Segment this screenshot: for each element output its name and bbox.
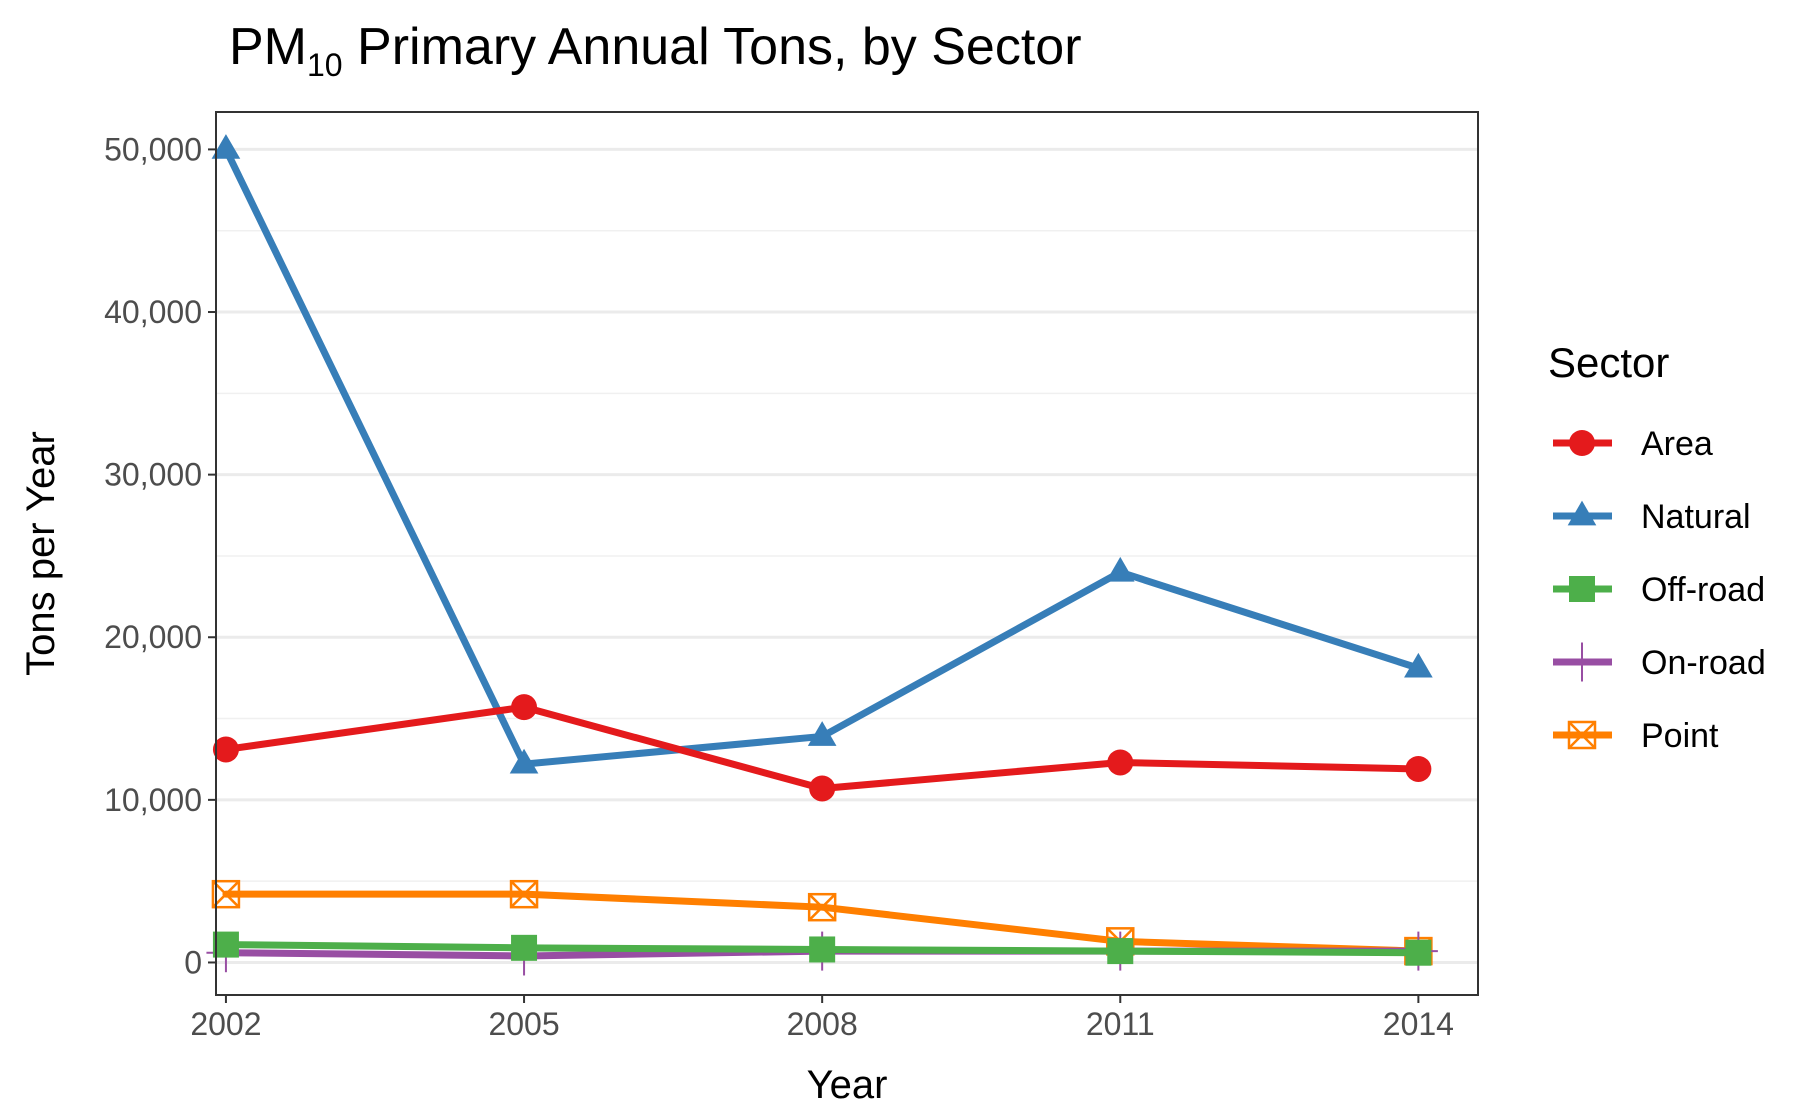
- data-point: [809, 936, 836, 963]
- x-tick-label: 2008: [787, 1006, 858, 1042]
- data-point: [1569, 430, 1595, 456]
- y-tick-label: 40,000: [104, 294, 202, 330]
- data-point: [1405, 755, 1432, 782]
- data-point: [1562, 642, 1602, 682]
- data-point: [211, 879, 241, 909]
- legend-label: Natural: [1641, 498, 1751, 536]
- grid: [216, 147, 1478, 964]
- legend-item-area: Area: [1553, 425, 1713, 463]
- data-point: [509, 879, 539, 909]
- legend-label: Off-road: [1641, 571, 1765, 609]
- chart-title: PM10 Primary Annual Tons, by Sector: [229, 18, 1082, 83]
- x-axis-title: Year: [807, 1063, 888, 1107]
- legend-title: Sector: [1548, 339, 1669, 386]
- box-cross: [1568, 721, 1596, 749]
- data-point: [1569, 576, 1595, 602]
- data-point: [1107, 938, 1134, 965]
- legend: Sector Area Natural Off-road On-road Point: [1548, 339, 1766, 755]
- legend-item-natural: Natural: [1553, 498, 1751, 536]
- x-axis: 2002 2005 2008 2011 2014: [190, 995, 1454, 1042]
- y-tick-label: 30,000: [104, 457, 202, 493]
- panel-border: [215, 111, 1479, 996]
- series-area: [212, 694, 1432, 802]
- data-point: [807, 721, 837, 746]
- box-outline: [211, 879, 241, 909]
- y-axis-title: Tons per Year: [19, 431, 63, 676]
- data-point: [1404, 652, 1433, 678]
- y-tick-label: 20,000: [104, 619, 202, 655]
- series-off-road: [212, 931, 1432, 966]
- x-tick-label: 2002: [190, 1006, 261, 1042]
- x-tick-label: 2014: [1383, 1006, 1454, 1042]
- y-tick-label: 0: [184, 944, 202, 980]
- data-point: [211, 134, 241, 159]
- data-point: [1107, 749, 1134, 776]
- box-outline: [807, 892, 837, 922]
- legend-label: Area: [1641, 425, 1713, 463]
- data-point: [509, 748, 539, 774]
- y-tick-label: 10,000: [104, 782, 202, 818]
- box-outline: [509, 879, 539, 909]
- data-point: [809, 775, 836, 802]
- x-tick-label: 2005: [488, 1006, 559, 1042]
- box-outline: [1567, 720, 1597, 750]
- data-point: [212, 736, 239, 763]
- legend-label: Point: [1641, 717, 1719, 755]
- data-point: [212, 931, 239, 958]
- data-point: [1567, 500, 1597, 526]
- series-layer: [206, 134, 1438, 976]
- series-line: [222, 145, 1422, 768]
- legend-item-on-road: On-road: [1553, 642, 1766, 682]
- legend-item-off-road: Off-road: [1553, 571, 1765, 609]
- data-point: [1105, 556, 1135, 582]
- data-point: [511, 934, 538, 961]
- box-cross: [808, 893, 837, 922]
- legend-label: On-road: [1641, 644, 1766, 682]
- box-cross: [510, 880, 538, 909]
- series-point: [211, 879, 1433, 966]
- data-point: [1405, 939, 1432, 966]
- y-axis: 0 10,000 20,000 30,000 40,000 50,000: [104, 131, 216, 980]
- box-cross: [212, 880, 240, 909]
- data-point: [1567, 720, 1597, 750]
- data-point: [807, 892, 837, 922]
- y-tick-label: 50,000: [104, 131, 202, 167]
- data-point: [511, 694, 538, 721]
- series-natural: [211, 134, 1433, 774]
- legend-item-point: Point: [1553, 717, 1719, 755]
- x-tick-label: 2011: [1086, 1006, 1155, 1042]
